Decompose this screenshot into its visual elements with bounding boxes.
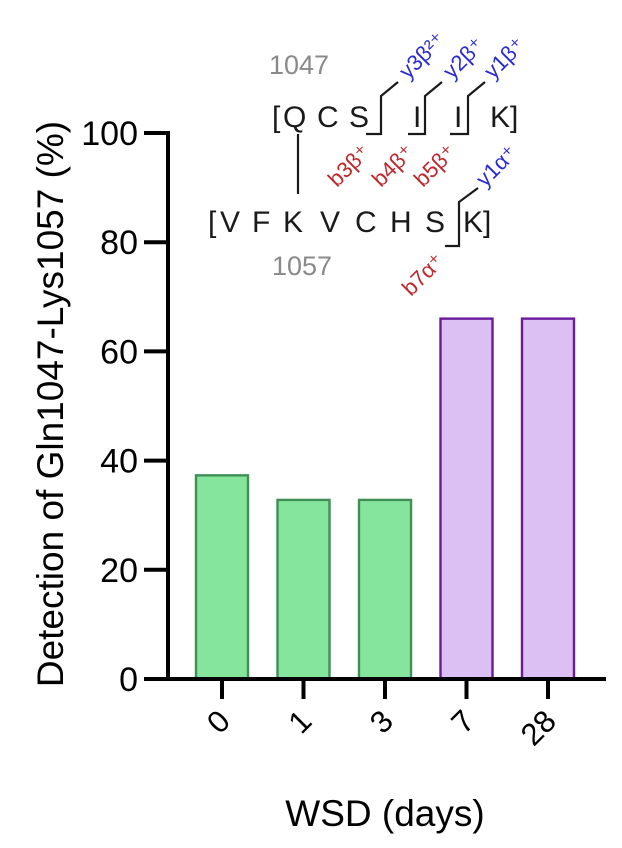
inset-pos-bottom: 1057 <box>272 251 332 281</box>
bottom-residue: [ <box>208 206 217 239</box>
bottom-chain: [ V F K V C H S K] <box>208 206 491 239</box>
x-tick-label: 3 <box>363 703 400 740</box>
ion-label: y3β²⁺ <box>394 27 450 83</box>
x-tick-label: 7 <box>445 703 482 740</box>
ion-label: y1α⁺ <box>471 140 522 191</box>
ion-label: b5β⁺ <box>409 139 461 191</box>
y-tick-label: 100 <box>81 115 138 153</box>
bottom-residue: H <box>390 206 412 239</box>
top-residue: I <box>454 101 462 134</box>
bar-28 <box>520 317 576 681</box>
y-tick-label: 40 <box>100 443 138 481</box>
top-chain: [ Q C S I I K] <box>272 101 518 134</box>
bottom-residue: F <box>252 206 270 239</box>
fragment-marker <box>445 187 479 248</box>
top-fragment-markers <box>296 81 486 194</box>
ion-label: b4β⁺ <box>367 139 419 191</box>
y-tick-label: 20 <box>100 552 138 590</box>
fragment-marker <box>366 81 399 136</box>
bottom-residue: S <box>425 206 445 239</box>
fragment-marker <box>408 81 443 136</box>
bars <box>194 317 576 681</box>
y-axis-label-wrap: Detection of Gln1047-Lys1057 (%) <box>0 0 71 848</box>
x-tick-label: 0 <box>200 703 237 740</box>
ion-label: y1β⁺ <box>479 32 530 83</box>
peptide-inset: 1047 1057 [ Q C S I I K] [ V F K V C H <box>208 27 530 300</box>
inset-pos-top: 1047 <box>269 50 329 80</box>
top-residue: Q <box>283 101 306 134</box>
x-axis-label: WSD (days) <box>285 793 485 834</box>
fragment-marker <box>450 81 486 136</box>
bottom-residue: C <box>355 206 377 239</box>
bottom-residue: K <box>283 206 303 239</box>
top-residue: I <box>413 101 421 134</box>
x-tick-label: 28 <box>514 703 563 752</box>
top-residue: C <box>317 101 339 134</box>
bottom-residue: V <box>320 206 340 239</box>
top-residue: S <box>349 101 369 134</box>
top-residue: [ <box>272 101 281 134</box>
bottom-residue: V <box>220 206 240 239</box>
ion-label: b7α⁺ <box>397 248 449 300</box>
bar-7 <box>439 317 494 681</box>
bar-1 <box>276 498 331 681</box>
bar-3 <box>357 498 413 681</box>
bar-0 <box>194 474 250 681</box>
y-tick-label: 0 <box>119 661 138 699</box>
bottom-fragment-markers <box>445 187 479 248</box>
bottom-residue: K] <box>463 206 491 239</box>
y-tick-label: 60 <box>100 333 138 371</box>
y-axis-label: Detection of Gln1047-Lys1057 (%) <box>30 120 71 688</box>
x-tick-label: 1 <box>282 703 319 740</box>
ion-label: b3β⁺ <box>323 139 375 191</box>
y-tick-label: 80 <box>100 224 138 262</box>
top-residue: K] <box>490 101 518 134</box>
ion-label: y2β⁺ <box>438 32 489 83</box>
